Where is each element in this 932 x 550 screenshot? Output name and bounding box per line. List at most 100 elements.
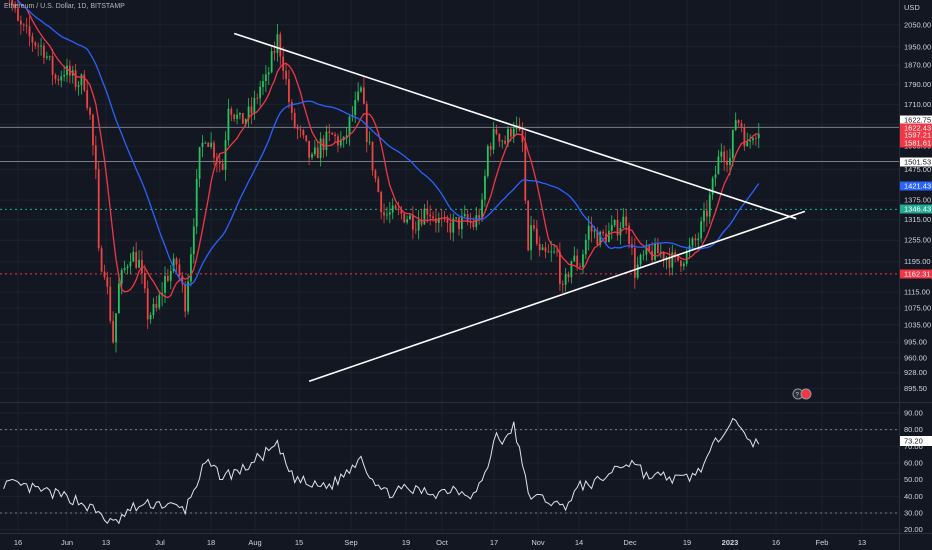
candle-body (576, 255, 579, 267)
candle-body (731, 130, 734, 159)
candle-body (590, 225, 593, 232)
candle-body (40, 45, 42, 47)
candle-body (602, 231, 605, 234)
candle-body (509, 128, 512, 137)
price-badge-label: 1581.61 (904, 139, 931, 148)
candle-body (244, 119, 247, 124)
candle-body (218, 161, 221, 164)
candle-body (57, 79, 60, 81)
rsi-pane (0, 417, 899, 525)
candle-body (708, 194, 711, 217)
candle-body (63, 75, 66, 77)
candle-body (17, 8, 19, 21)
candle-body (414, 229, 417, 231)
candle-body (486, 146, 489, 176)
candle-body (610, 225, 613, 231)
candle-body (564, 274, 567, 285)
time-tick-label: Feb (816, 538, 829, 547)
event-flag-icon[interactable]: ? (792, 388, 812, 400)
price-tick-label: 1195.00 (904, 257, 931, 266)
price-tick-label: 1375.00 (904, 196, 931, 205)
candle-body (204, 142, 207, 144)
price-badge-label: 1622.75 (904, 116, 931, 125)
candle-body (192, 226, 195, 255)
svg-text:?: ? (796, 393, 800, 399)
time-tick-label: 16 (14, 538, 22, 547)
rsi-tick-label: 20.00 (904, 525, 923, 534)
candle-body (463, 214, 466, 217)
price-badge (900, 157, 932, 167)
price-tick-label: 2050.00 (904, 20, 931, 29)
candle-body (737, 120, 740, 124)
candle-body (296, 126, 299, 130)
candle-body (478, 215, 481, 219)
price-badge (900, 130, 932, 140)
candle-body (129, 261, 132, 267)
candle-body (146, 288, 149, 320)
candle-body (313, 147, 316, 155)
candle-body (83, 74, 86, 91)
price-badge (900, 204, 932, 214)
rsi-tick-label: 30.00 (904, 509, 923, 518)
candle-body (34, 42, 37, 46)
candle-body (181, 275, 184, 285)
candle-body (22, 24, 25, 26)
candle-body (481, 199, 483, 219)
candle-body (754, 138, 757, 139)
candle-body (674, 252, 677, 256)
candle-body (325, 131, 328, 151)
candle-body (426, 208, 429, 215)
candle-body (556, 251, 558, 253)
candle-body (368, 141, 371, 143)
candle-body (319, 138, 322, 159)
candle-body (720, 151, 723, 157)
symbol-legend[interactable]: Ethereum / U.S. Dollar, 1D, BITSTAMP (4, 3, 125, 10)
candle-body (656, 243, 659, 254)
candle-body (322, 138, 325, 151)
candle-body (380, 191, 383, 213)
time-tick-label: 15 (295, 538, 303, 547)
candle-body (339, 140, 342, 146)
rsi-line (3, 417, 760, 525)
candle-body (48, 56, 51, 58)
candle-body (285, 70, 287, 80)
rsi-axis[interactable]: 90.00 80.00 70.00 60.00 50.00 40.00 30.00 20.00… (900, 409, 932, 535)
candle-body (432, 216, 434, 219)
candle-body (305, 135, 308, 141)
candle-body (711, 178, 714, 195)
candle-body (224, 140, 227, 170)
price-tick-label: 1475.00 (904, 165, 931, 174)
candle-body (227, 108, 230, 141)
candle-body (348, 116, 351, 136)
candle-body (409, 215, 411, 220)
candle-body (625, 216, 628, 226)
candle-body (599, 231, 602, 245)
candle-body (94, 145, 97, 170)
candle-body (198, 147, 201, 179)
candle-body (135, 252, 138, 268)
candle-body (628, 225, 630, 244)
candle-body (19, 20, 22, 25)
candle-body (530, 225, 532, 251)
candle-body (561, 283, 564, 285)
price-badge-label: 1622.43 (904, 124, 931, 133)
price-badge (900, 138, 932, 148)
candle-body (117, 283, 120, 314)
price-tick-label: 1950.00 (904, 42, 931, 51)
candle-body (371, 141, 374, 171)
time-tick-label: 13 (858, 538, 866, 547)
candle-body (112, 320, 115, 343)
candle-body (273, 51, 276, 53)
rsi-tick-label: 90.00 (904, 409, 923, 418)
candle-body (397, 208, 400, 211)
price-tick-label: 1115.00 (904, 288, 930, 297)
candle-body (103, 271, 106, 278)
candle-body (662, 251, 665, 261)
candle-body (365, 103, 368, 143)
candle-body (331, 132, 334, 135)
candle-body (740, 123, 743, 129)
time-axis[interactable]: 16 Jun 13 Jul 18 Aug 15 Sep 19 Oct 17 Nov 14 Dec 19 202… (14, 538, 866, 547)
candle-body (680, 260, 682, 267)
